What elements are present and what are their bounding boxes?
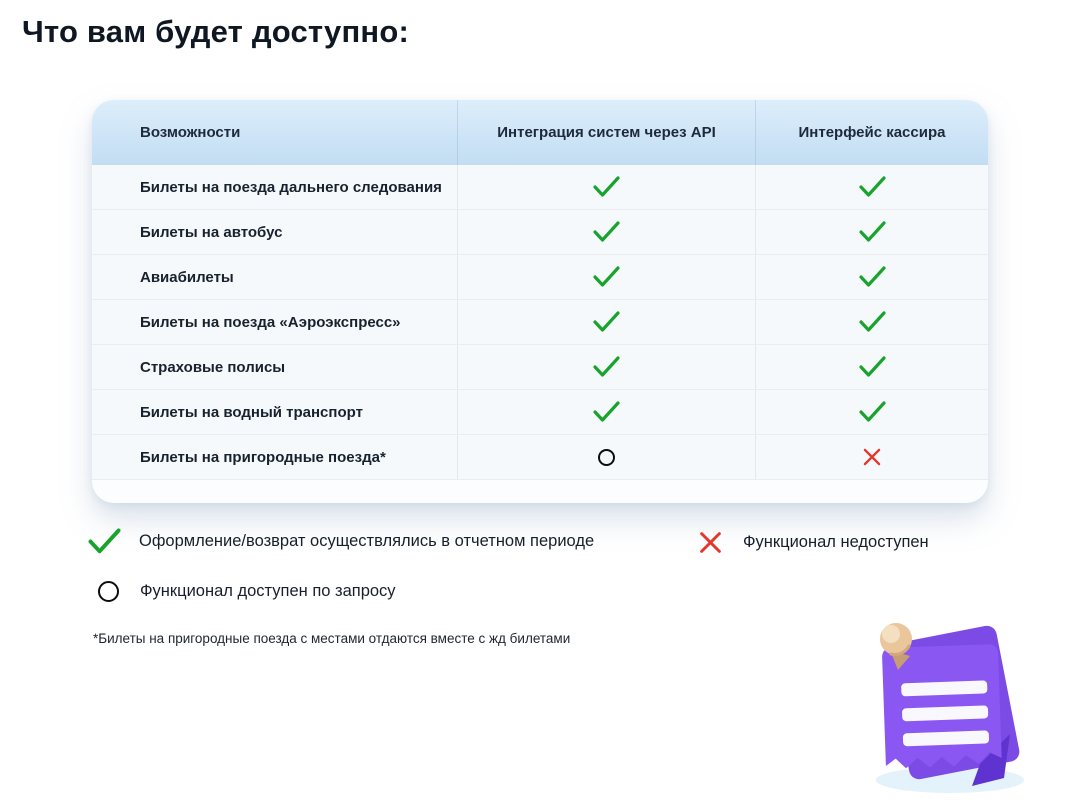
feature-name: Билеты на водный транспорт — [92, 390, 458, 434]
table-row: Билеты на поезда «Аэроэкспресс» — [92, 300, 988, 345]
cross-icon — [700, 532, 721, 553]
circle-icon — [97, 581, 119, 602]
api-availability-cell — [458, 300, 756, 344]
check-icon — [593, 266, 620, 287]
note-line — [902, 730, 990, 747]
feature-name: Билеты на автобус — [92, 210, 458, 254]
api-availability-cell — [458, 255, 756, 299]
check-icon — [87, 528, 121, 554]
column-header-api: Интеграция систем через API — [458, 100, 756, 165]
legend-label-unavailable: Функционал недоступен — [743, 533, 929, 551]
table-row: Страховые полисы — [92, 345, 988, 390]
legend-label-available: Оформление/возврат осуществлялись в отче… — [139, 532, 595, 550]
feature-name: Авиабилеты — [92, 255, 458, 299]
api-availability-cell — [458, 345, 756, 389]
table-row: Авиабилеты — [92, 255, 988, 300]
api-availability-cell — [458, 435, 756, 479]
features-table: Возможности Интеграция систем через API … — [92, 100, 988, 503]
api-availability-cell — [458, 165, 756, 209]
feature-name: Билеты на пригородные поезда* — [92, 435, 458, 479]
page-title: Что вам будет доступно: — [22, 14, 409, 49]
check-icon — [858, 221, 886, 242]
table-header-row: Возможности Интеграция систем через API … — [92, 100, 988, 165]
legend-item-on-request: Функционал доступен по запросу — [94, 581, 396, 602]
column-header-features: Возможности — [92, 100, 458, 165]
cashier-availability-cell — [756, 210, 988, 254]
feature-name: Страховые полисы — [92, 345, 458, 389]
check-icon — [858, 401, 886, 422]
feature-name: Билеты на поезда «Аэроэкспресс» — [92, 300, 458, 344]
api-availability-cell — [458, 210, 756, 254]
check-icon — [593, 401, 620, 422]
pin-icon — [880, 623, 912, 670]
note-line — [902, 705, 989, 722]
pinned-note-illustration — [876, 623, 1024, 793]
check-icon — [858, 266, 886, 287]
check-icon — [593, 176, 620, 197]
cashier-availability-cell — [756, 300, 988, 344]
cashier-availability-cell — [756, 255, 988, 299]
cashier-availability-cell — [756, 165, 988, 209]
cross-icon — [863, 448, 881, 466]
check-icon — [593, 356, 620, 377]
check-icon — [858, 176, 886, 197]
feature-name: Билеты на поезда дальнего следования — [92, 165, 458, 209]
cashier-availability-cell — [756, 390, 988, 434]
api-availability-cell — [458, 390, 756, 434]
table-row: Билеты на пригородные поезда* — [92, 435, 988, 480]
table-row: Билеты на водный транспорт — [92, 390, 988, 435]
legend-item-unavailable: Функционал недоступен — [697, 530, 929, 555]
legend-item-available: Оформление/возврат осуществлялись в отче… — [86, 528, 594, 555]
check-icon — [593, 311, 620, 332]
column-header-cashier: Интерфейс кассира — [798, 124, 946, 141]
table-body: Билеты на поезда дальнего следования Биле… — [92, 165, 988, 480]
check-icon — [858, 311, 886, 332]
check-icon — [593, 221, 620, 242]
note-line — [901, 680, 988, 697]
legend-label-on-request: Функционал доступен по запросу — [140, 582, 396, 600]
table-row: Билеты на автобус — [92, 210, 988, 255]
table-row: Билеты на поезда дальнего следования — [92, 165, 988, 210]
footnote: *Билеты на пригородные поезда с местами … — [93, 631, 571, 646]
cashier-availability-cell — [756, 345, 988, 389]
circle-icon — [598, 448, 615, 466]
check-icon — [858, 356, 886, 377]
cashier-availability-cell — [756, 435, 988, 479]
